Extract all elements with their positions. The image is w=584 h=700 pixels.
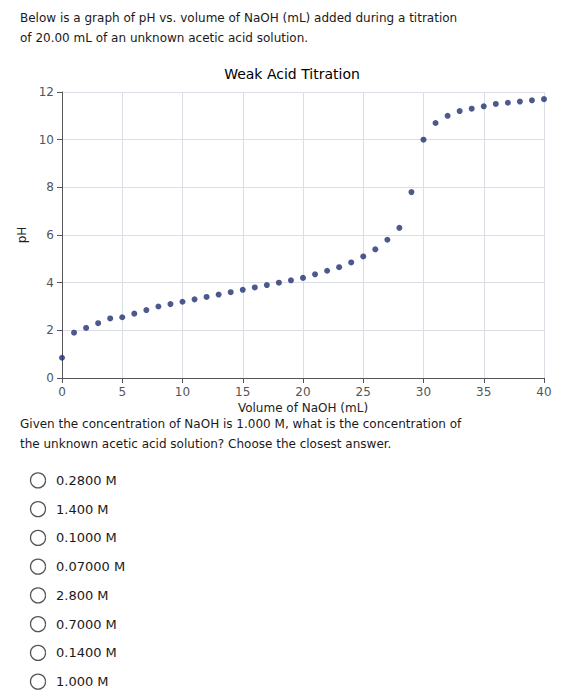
svg-text:35: 35: [476, 385, 491, 399]
svg-text:6: 6: [46, 228, 54, 242]
svg-text:0.7000 M: 0.7000 M: [56, 617, 117, 632]
svg-text:of 20.00 mL of an unknown acet: of 20.00 mL of an unknown acetic acid so…: [20, 31, 308, 45]
svg-text:12: 12: [39, 85, 54, 99]
svg-text:pH: pH: [15, 227, 29, 244]
svg-text:2: 2: [46, 323, 54, 337]
svg-text:0.2800 M: 0.2800 M: [56, 473, 117, 488]
svg-text:0.1400 M: 0.1400 M: [56, 645, 117, 660]
svg-text:1.400 M: 1.400 M: [56, 502, 109, 517]
svg-text:0: 0: [46, 371, 54, 385]
svg-text:2.800 M: 2.800 M: [56, 588, 109, 603]
svg-text:Below is a graph of pH vs. vol: Below is a graph of pH vs. volume of NaO…: [20, 11, 457, 25]
svg-text:5: 5: [118, 385, 126, 399]
svg-text:20: 20: [295, 385, 310, 399]
svg-text:0: 0: [58, 385, 66, 399]
svg-text:1.000 M: 1.000 M: [56, 674, 109, 689]
svg-text:4: 4: [46, 276, 54, 290]
svg-text:Weak Acid Titration: Weak Acid Titration: [224, 66, 360, 82]
svg-text:8: 8: [46, 180, 54, 194]
svg-text:15: 15: [235, 385, 250, 399]
svg-text:10: 10: [39, 133, 54, 147]
svg-text:Volume of NaOH (mL): Volume of NaOH (mL): [238, 401, 368, 415]
svg-text:30: 30: [416, 385, 431, 399]
svg-text:25: 25: [356, 385, 371, 399]
svg-text:0.07000 M: 0.07000 M: [56, 559, 125, 574]
svg-text:the unknown acetic acid soluti: the unknown acetic acid solution? Choose…: [20, 437, 391, 451]
svg-text:40: 40: [536, 385, 551, 399]
svg-text:Given the concentration of NaO: Given the concentration of NaOH is 1.000…: [20, 417, 462, 431]
svg-text:10: 10: [175, 385, 190, 399]
svg-text:0.1000 M: 0.1000 M: [56, 530, 117, 545]
